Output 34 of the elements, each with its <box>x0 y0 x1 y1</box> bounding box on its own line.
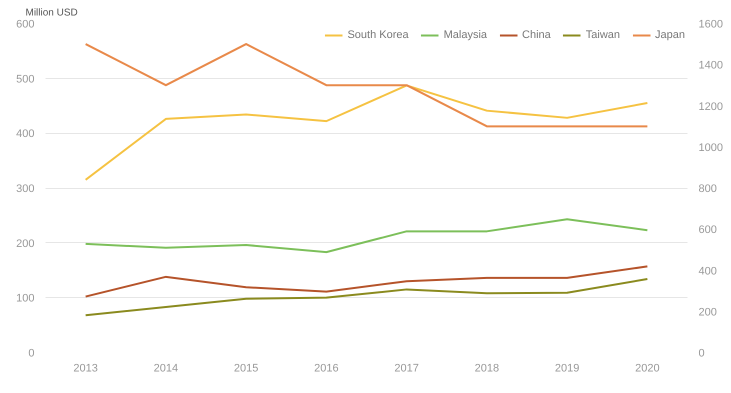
y-tick-label: 0 <box>28 348 35 360</box>
line-series <box>84 265 648 298</box>
y2-tick-label: 200 <box>698 306 717 318</box>
y2-tick-label: 0 <box>698 348 705 360</box>
legend-label: Malaysia <box>444 29 488 41</box>
line-series <box>84 278 648 316</box>
legend-label: South Korea <box>347 29 409 41</box>
y-tick-label: 600 <box>16 18 35 30</box>
y2-tick-label: 400 <box>698 265 717 278</box>
x-tick-label: 2015 <box>234 362 258 374</box>
line-series <box>84 218 648 254</box>
line-series <box>84 84 648 181</box>
y-tick-label: 500 <box>16 73 35 86</box>
y2-tick-label: 1400 <box>698 60 723 72</box>
x-tick-label: 2019 <box>554 362 580 374</box>
x-tick-label: 2018 <box>474 362 500 374</box>
x-tick-label: 2013 <box>73 362 98 374</box>
y-axis-title: Million USD <box>26 8 78 18</box>
legend-label: China <box>522 29 551 41</box>
y2-tick-label: 1600 <box>698 18 723 30</box>
x-tick-label: 2020 <box>635 362 660 374</box>
y-tick-label: 400 <box>16 128 35 140</box>
x-tick-label: 2016 <box>314 362 339 374</box>
y2-tick-label: 1000 <box>698 142 723 154</box>
y-tick-label: 300 <box>16 183 35 195</box>
y2-tick-label: 800 <box>698 183 717 195</box>
legend-label: Taiwan <box>586 29 620 41</box>
y-tick-label: 100 <box>16 292 35 305</box>
legend-label: Japan <box>655 29 685 41</box>
y-tick-label: 200 <box>16 238 35 250</box>
y2-tick-label: 1200 <box>698 100 723 113</box>
x-tick-label: 2014 <box>154 362 178 374</box>
x-tick-label: 2017 <box>394 362 419 374</box>
y2-tick-label: 600 <box>698 224 717 236</box>
